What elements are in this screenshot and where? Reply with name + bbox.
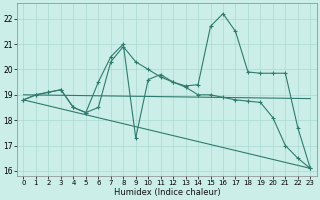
X-axis label: Humidex (Indice chaleur): Humidex (Indice chaleur) [114,188,220,197]
